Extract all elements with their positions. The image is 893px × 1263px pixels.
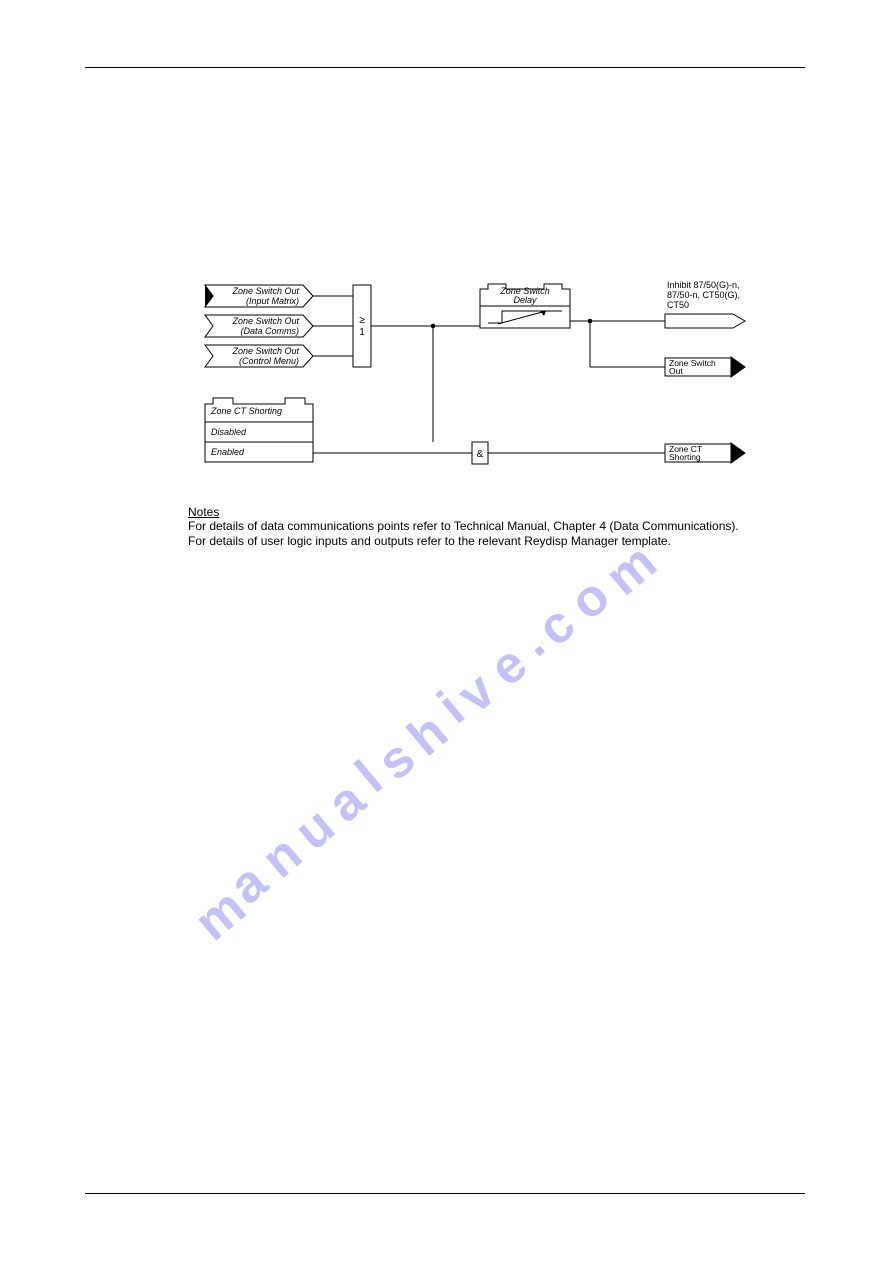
svg-text:&: & [477,449,484,460]
top-rule [85,67,805,68]
notes-section: Notes For details of data communications… [188,505,739,549]
output-arrowhead [731,357,745,377]
svg-text:Out: Out [669,366,683,376]
svg-text:Shorting: Shorting [669,452,701,462]
notes-line: For details of data communications point… [188,519,739,534]
svg-text:CT50: CT50 [667,300,689,310]
svg-text:Enabled: Enabled [211,447,245,457]
output-arrowhead [731,443,745,463]
svg-text:Delay: Delay [513,295,537,305]
svg-text:1: 1 [359,327,365,338]
svg-text:Zone Switch Out: Zone Switch Out [231,286,299,296]
svg-text:(Data Comms): (Data Comms) [240,326,299,336]
notes-body: For details of data communications point… [188,519,739,549]
or-gate [353,285,371,367]
document-page: manualshive.com Zone Switch Out(Input Ma… [0,0,893,1263]
junction [588,319,593,324]
svg-text:(Input Matrix): (Input Matrix) [246,296,299,306]
svg-text:87/50-n, CT50(G),: 87/50-n, CT50(G), [667,290,740,300]
watermark: manualshive.com [0,0,893,1263]
svg-text:Zone CT Shorting: Zone CT Shorting [210,406,282,416]
bottom-rule [85,1193,805,1194]
svg-text:Inhibit 87/50(G)-n,: Inhibit 87/50(G)-n, [667,280,740,290]
junction [431,324,436,329]
output-inhibit [665,314,745,328]
svg-text:(Control Menu): (Control Menu) [239,356,299,366]
notes-heading: Notes [188,505,739,519]
svg-text:Zone Switch Out: Zone Switch Out [231,346,299,356]
svg-text:Disabled: Disabled [211,427,247,437]
svg-text:Zone Switch Out: Zone Switch Out [231,316,299,326]
notes-line: For details of user logic inputs and out… [188,534,739,549]
svg-text:≥: ≥ [359,315,365,326]
